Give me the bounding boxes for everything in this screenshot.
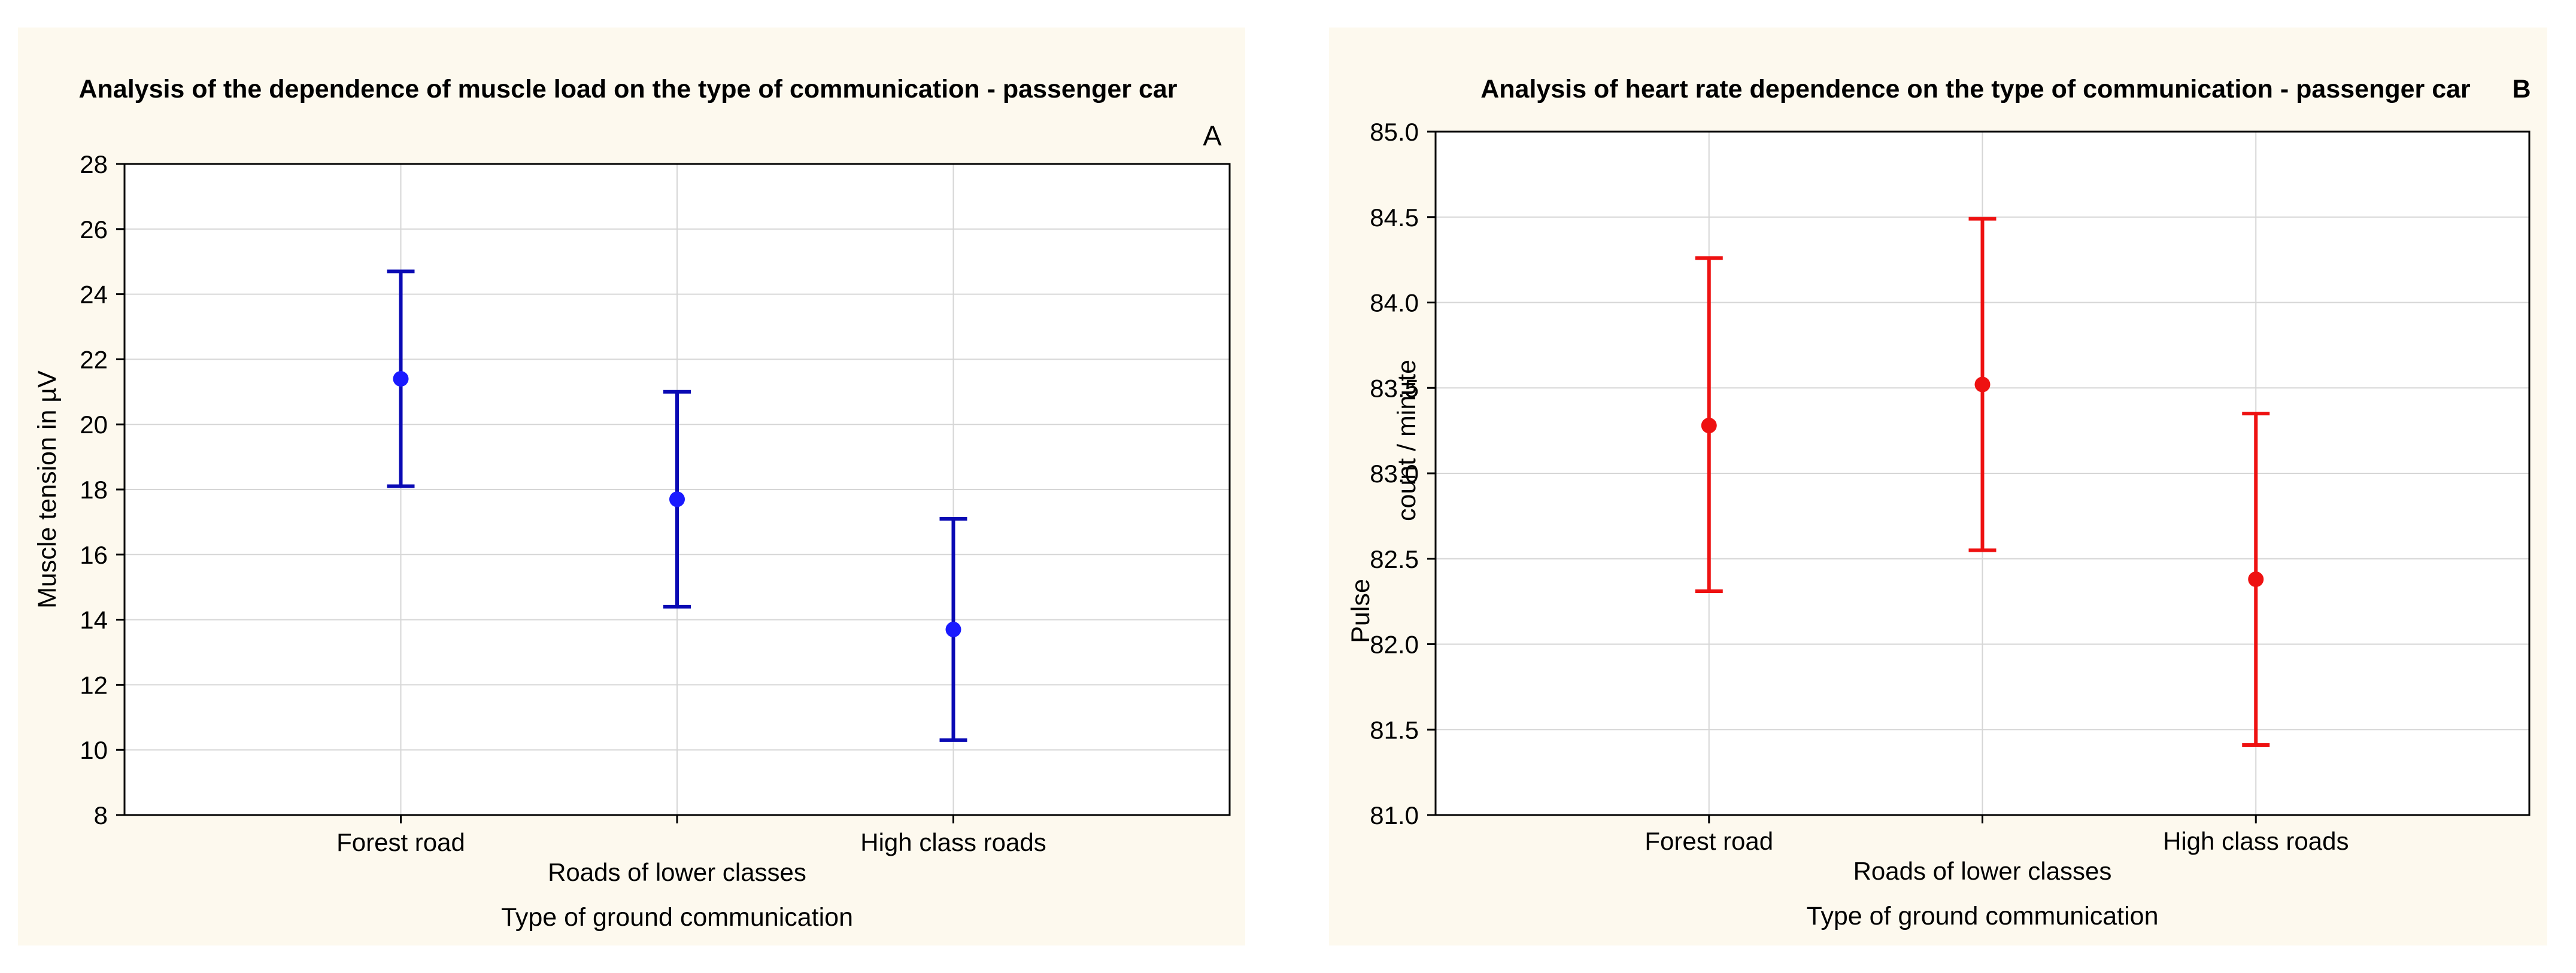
x-tick-label: Roads of lower classes — [548, 858, 806, 886]
y-axis-title: Muscle tension in µV — [33, 370, 62, 609]
mean-point — [393, 371, 409, 387]
y-tick-label: 83.0 — [1370, 460, 1419, 488]
y-tick-label: 84.0 — [1370, 289, 1419, 317]
mean-point — [1701, 418, 1717, 434]
y-tick-label: 18 — [80, 476, 108, 504]
y-tick-label: 85.0 — [1370, 118, 1419, 146]
x-tick-label: High class roads — [860, 828, 1046, 856]
mean-point — [669, 491, 685, 507]
y-tick-label: 24 — [80, 281, 108, 309]
y-tick-label: 81.5 — [1370, 716, 1419, 744]
y-axis-title-line: count / minute — [1392, 360, 1421, 521]
y-tick-label: 82.0 — [1370, 631, 1419, 659]
y-tick-label: 28 — [80, 150, 108, 178]
mean-point — [1974, 376, 1991, 393]
panel-label: B — [2512, 75, 2531, 104]
x-tick-label: High class roads — [2163, 827, 2349, 855]
y-tick-label: 82.5 — [1370, 545, 1419, 573]
chart-panel-b: Analysis of heart rate dependence on the… — [1329, 28, 2547, 945]
y-tick-label: 8 — [94, 801, 108, 829]
x-axis-title: Type of ground communication — [501, 903, 853, 932]
y-tick-label: 26 — [80, 215, 108, 244]
x-axis-title: Type of ground communication — [1807, 902, 2159, 931]
mean-point — [945, 621, 961, 637]
heart-rate-chart: Analysis of heart rate dependence on the… — [1346, 75, 2531, 931]
x-tick-label: Forest road — [336, 828, 465, 856]
mean-point — [2248, 571, 2264, 588]
chart-title: Analysis of the dependence of muscle loa… — [78, 75, 1177, 104]
y-tick-label: 84.5 — [1370, 203, 1419, 232]
y-tick-label: 16 — [80, 541, 108, 569]
y-tick-label: 12 — [80, 671, 108, 699]
x-tick-label: Roads of lower classes — [1853, 857, 2112, 885]
chart-panel-a: Analysis of the dependence of muscle loa… — [18, 28, 1245, 945]
y-tick-label: 81.0 — [1370, 801, 1419, 829]
panel-label: A — [1203, 120, 1222, 151]
y-tick-label: 14 — [80, 606, 108, 634]
y-tick-label: 83.5 — [1370, 374, 1419, 402]
chart-title: Analysis of heart rate dependence on the… — [1480, 75, 2471, 104]
y-tick-label: 10 — [80, 736, 108, 764]
y-tick-label: 22 — [80, 345, 108, 373]
y-tick-label: 20 — [80, 411, 108, 439]
muscle-load-chart: Analysis of the dependence of muscle loa… — [33, 75, 1231, 932]
x-tick-label: Forest road — [1644, 827, 1773, 855]
y-axis-title-line: Pulse — [1346, 579, 1375, 643]
